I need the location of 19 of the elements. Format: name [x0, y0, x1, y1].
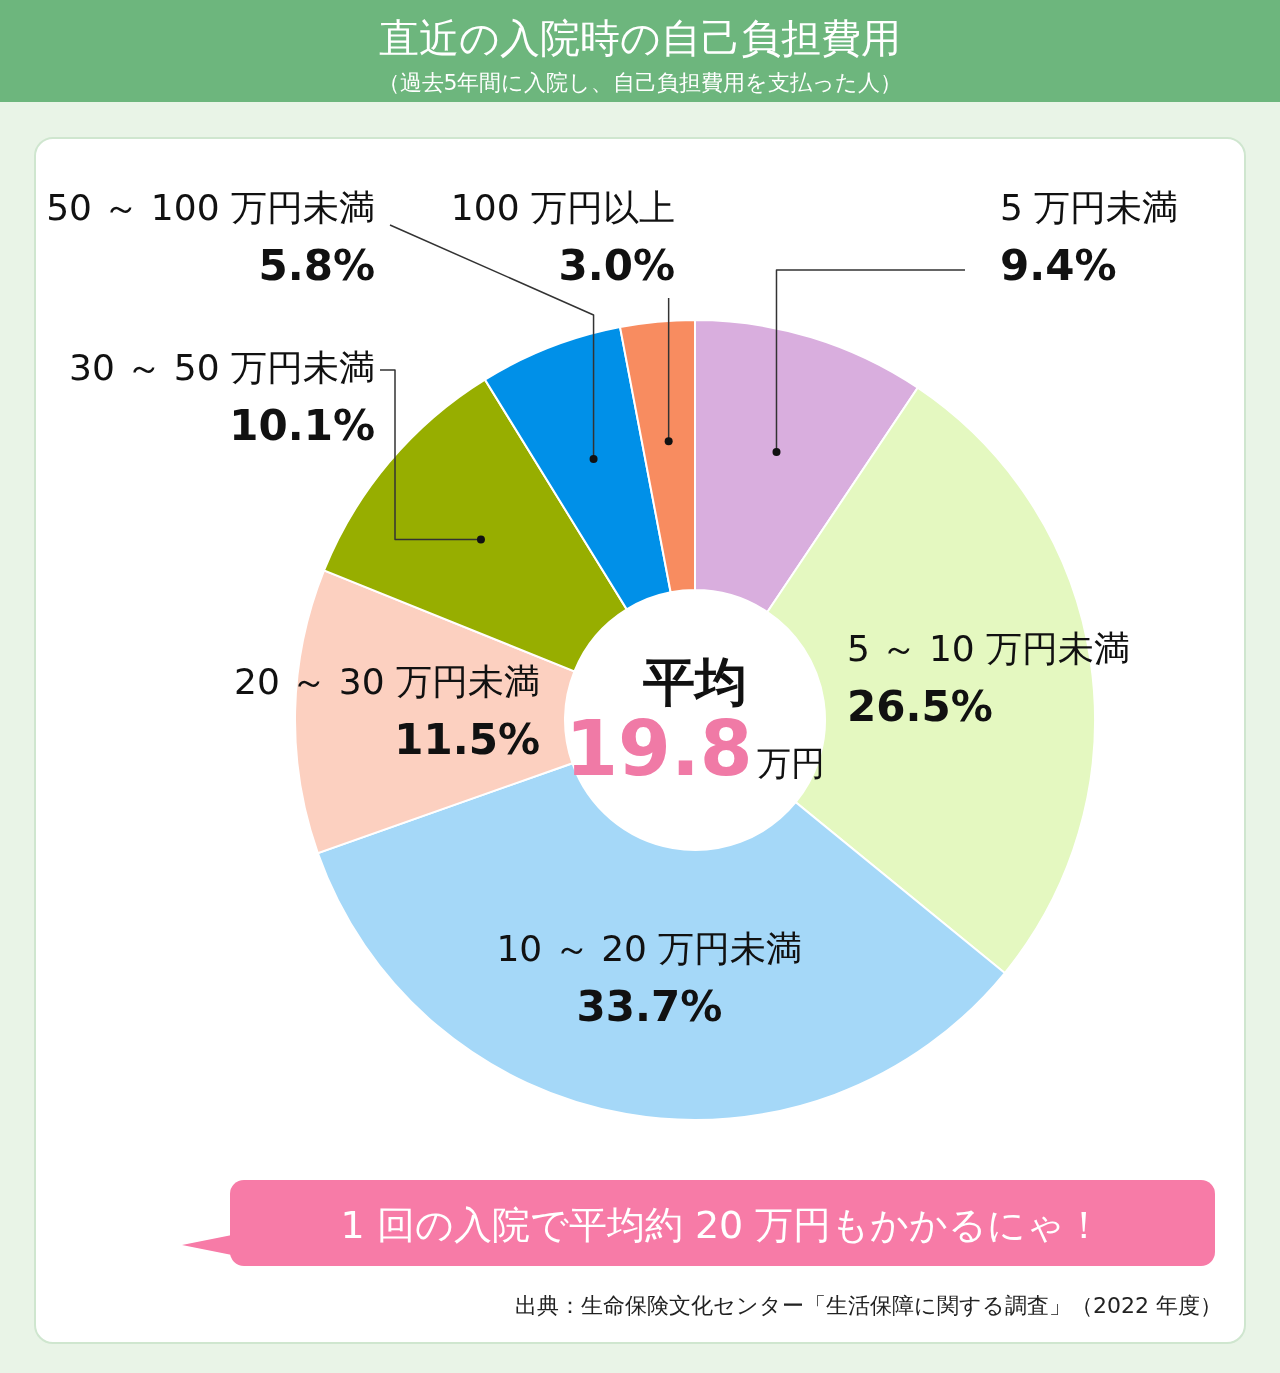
- slice-label: 30 ～ 50 万円未満: [69, 347, 375, 388]
- data-label: 9.4%: [1000, 241, 1117, 290]
- slice-label: 5 ～ 10 万円未満: [847, 628, 1131, 670]
- data-label: 5.8%: [258, 241, 375, 290]
- chart-title: 直近の入院時の自己負担費用: [379, 15, 901, 61]
- text: 1 回の入院で平均約 20 万円もかかるにゃ！: [340, 1203, 1104, 1247]
- slice-label: 5 万円未満: [1000, 187, 1179, 228]
- source-note: 出典：生命保険文化センター「生活保障に関する調査」（2022 年度）: [515, 1293, 1222, 1318]
- slice-label: 20 ～ 30 万円未満: [234, 661, 541, 703]
- data-label: 11.5%: [394, 715, 541, 765]
- slice-label: 10 ～ 20 万円未満: [496, 928, 803, 970]
- slice-label: 50 ～ 100 万円未満: [46, 187, 375, 228]
- text: 平均: [642, 652, 747, 712]
- data-label: 10.1%: [229, 401, 375, 450]
- data-label: 26.5%: [847, 682, 993, 732]
- data-label: 33.7%: [576, 982, 723, 1032]
- chart-subtitle: （過去5年間に入院し、自己負担費用を支払った人）: [377, 70, 903, 95]
- data-label: 3.0%: [558, 241, 675, 290]
- slice-label: 100 万円以上: [450, 187, 675, 228]
